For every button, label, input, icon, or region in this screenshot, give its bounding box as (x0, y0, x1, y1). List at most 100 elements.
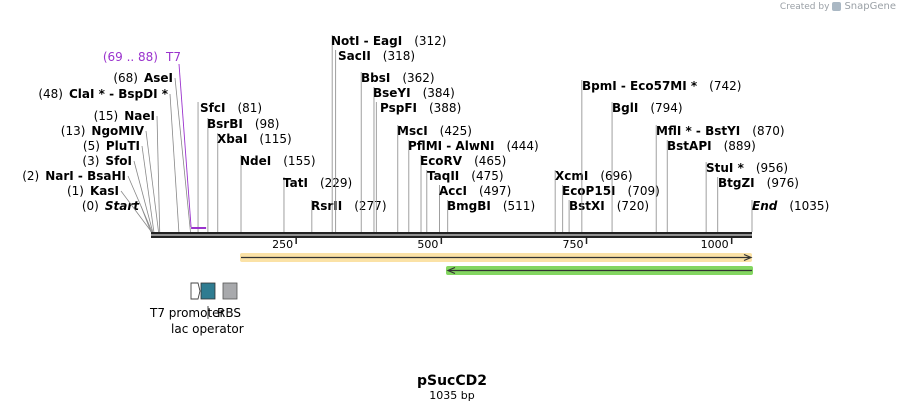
axis-tick-label-1000: 1000 (701, 238, 729, 251)
orf-reverse (446, 266, 753, 275)
site-position: (720) (617, 199, 649, 213)
site-position: (13) (61, 124, 86, 138)
site-name: BglI (612, 101, 638, 115)
site-name: AseI (144, 71, 173, 85)
feature-lac-operator-icon (200, 282, 216, 300)
restriction-site: BpmI - Eco57MI * (742) (581, 79, 741, 232)
site-position: (465) (474, 154, 506, 168)
site-name: Start (105, 199, 140, 213)
site-position: (388) (429, 101, 461, 115)
site-name: KasI (90, 184, 119, 198)
site-leader-line (141, 145, 155, 233)
orf-forward (240, 253, 753, 262)
site-leader-line (169, 93, 180, 233)
site-position: (870) (752, 124, 784, 138)
site-position: (497) (479, 184, 511, 198)
site-position: (81) (237, 101, 262, 115)
restriction-site: ClaI * - BspDI * (48) (38, 87, 180, 233)
site-name: AccI (439, 184, 467, 198)
backbone-bottom-strand (151, 235, 752, 238)
site-name: SacII (338, 49, 371, 63)
site-name: NdeI (240, 154, 271, 168)
plasmid-length: 1035 bp (429, 389, 474, 402)
site-position: (709) (628, 184, 660, 198)
site-name: BstXI (569, 199, 605, 213)
snapgene-logo-icon (832, 2, 842, 11)
primer-t7: (69 .. 88) T7 (103, 50, 207, 229)
site-leader-line (174, 77, 191, 233)
site-leader-line (120, 190, 152, 233)
site-position: (889) (724, 139, 756, 153)
restriction-site: KasI (1) (67, 184, 152, 233)
restriction-site: NdeI (155) (240, 154, 316, 232)
site-name: End (752, 199, 778, 213)
restriction-site: BstAPI (889) (666, 139, 756, 232)
feature-legend: T7 promoter lac operator RBS (149, 282, 244, 336)
primer-leader-line (178, 63, 192, 228)
site-name: PspFI (380, 101, 417, 115)
restriction-site: TaqII (475) (426, 169, 504, 232)
site-position: (976) (767, 176, 799, 190)
site-name: SfcI (200, 101, 225, 115)
site-name: BbsI (361, 71, 390, 85)
site-leader-line (127, 175, 153, 233)
snapgene-product-name: SnapGene (844, 1, 896, 12)
site-position: (98) (255, 117, 280, 131)
feature-rbs-icon (222, 282, 238, 300)
created-by-text: Created by (779, 1, 830, 12)
restriction-site: AccI (497) (439, 184, 511, 232)
site-position: (318) (383, 49, 415, 63)
site-position: (277) (354, 199, 386, 213)
site-leader-line (145, 130, 159, 233)
site-name: XcmI (555, 169, 588, 183)
axis-tick-label-250: 250 (272, 238, 293, 251)
restriction-site: SfoI (3) (82, 154, 154, 233)
primer-range: (69 .. 88) (103, 50, 158, 64)
primer-name: T7 (165, 50, 181, 64)
site-position: (362) (402, 71, 434, 85)
feature-t7-promoter-icon (190, 282, 201, 300)
restriction-site: BstXI (720) (568, 199, 649, 232)
restriction-sites: Start (0)KasI(1)NarI - BsaHI (2) SfoI(3)Plu… (22, 34, 829, 233)
restriction-site: BmgBI (511) (447, 199, 535, 232)
restriction-site: PflMI - AlwNI (444) (408, 139, 539, 232)
restriction-site: NgoMIV (13) (61, 124, 159, 233)
restriction-site: EcoRV (465) (420, 154, 506, 232)
branding: Created by SnapGene (780, 1, 896, 12)
restriction-site: MflI * - BstYI (870) (655, 124, 785, 232)
site-leader-line (156, 115, 161, 233)
site-name: NotI - EagI (331, 34, 402, 48)
restriction-site: RsrII (277) (311, 199, 387, 232)
restriction-site: SfcI (81) (197, 101, 262, 232)
restriction-site: NotI - EagI (312) (331, 34, 446, 232)
restriction-site: PluTI (5) (83, 139, 155, 233)
restriction-site: XcmI (696) (554, 169, 633, 232)
site-position: (5) (83, 139, 100, 153)
restriction-site: BseYI (384) (373, 86, 455, 232)
site-position: (68) (113, 71, 138, 85)
site-name: SfoI (105, 154, 132, 168)
restriction-site: BtgZI (976) (717, 176, 799, 232)
site-name: TaqII (427, 169, 459, 183)
site-name: BmgBI (447, 199, 491, 213)
site-name: NarI - BsaHI (45, 169, 126, 183)
site-position: (2) (22, 169, 39, 183)
site-position: (155) (283, 154, 315, 168)
site-position: (15) (94, 109, 119, 123)
site-name: ClaI * - BspDI * (69, 87, 169, 101)
restriction-site: NarI - BsaHI (2) (22, 169, 153, 233)
site-position: (444) (506, 139, 538, 153)
site-name: NaeI (124, 109, 155, 123)
restriction-site: SacII (318) (335, 49, 415, 232)
site-position: (475) (471, 169, 503, 183)
site-position: (742) (709, 79, 741, 93)
site-leader-line (133, 160, 154, 233)
site-name: BpmI - Eco57MI * (582, 79, 698, 93)
axis-tick-label-500: 500 (417, 238, 438, 251)
site-name: MflI * - BstYI (656, 124, 740, 138)
restriction-site: BglI (794) (611, 101, 683, 232)
site-name: PluTI (106, 139, 140, 153)
site-position: (0) (82, 199, 99, 213)
site-name: BtgZI (718, 176, 755, 190)
restriction-site: StuI * (956) (705, 161, 788, 232)
